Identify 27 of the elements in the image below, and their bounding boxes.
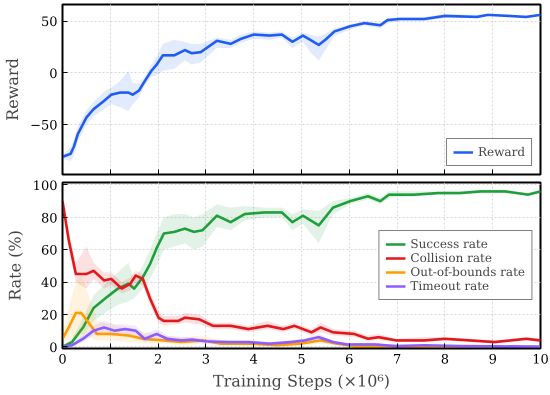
x-tick-label: 6: [345, 352, 354, 368]
x-tick-label: 5: [297, 352, 306, 368]
y-tick-label: 50: [40, 15, 58, 30]
y-tick-label: 100: [32, 178, 58, 194]
y-tick-label: 40: [40, 276, 58, 292]
x-tick-label: 8: [440, 352, 450, 368]
x-tick-label: 4: [250, 352, 258, 368]
x-tick-label: 2: [154, 352, 162, 368]
x-axis-title: Training Steps (×10⁶): [212, 372, 390, 390]
x-tick-label: 7: [392, 352, 402, 368]
x-tick-label: 1: [106, 352, 114, 368]
y-axis-title: Reward: [3, 58, 22, 121]
y-tick-label: −50: [30, 118, 58, 134]
legend-label: Success rate: [410, 237, 488, 251]
x-tick-label: 3: [202, 352, 210, 368]
x-tick-label: 10: [532, 352, 549, 368]
y-tick-label: 20: [40, 308, 58, 324]
legend-label: Timeout rate: [410, 279, 490, 293]
y-tick-label: 60: [40, 244, 58, 259]
y-tick-label: 0: [49, 66, 58, 82]
y-tick-label: 0: [49, 340, 58, 356]
legend-label: Collision rate: [410, 251, 492, 265]
legend-label: Reward: [478, 145, 525, 159]
y-tick-label: 80: [40, 211, 58, 226]
legend-label: Out-of-bounds rate: [410, 265, 525, 279]
y-axis-title: Rate (%): [6, 230, 25, 301]
x-tick-label: 9: [488, 352, 497, 368]
